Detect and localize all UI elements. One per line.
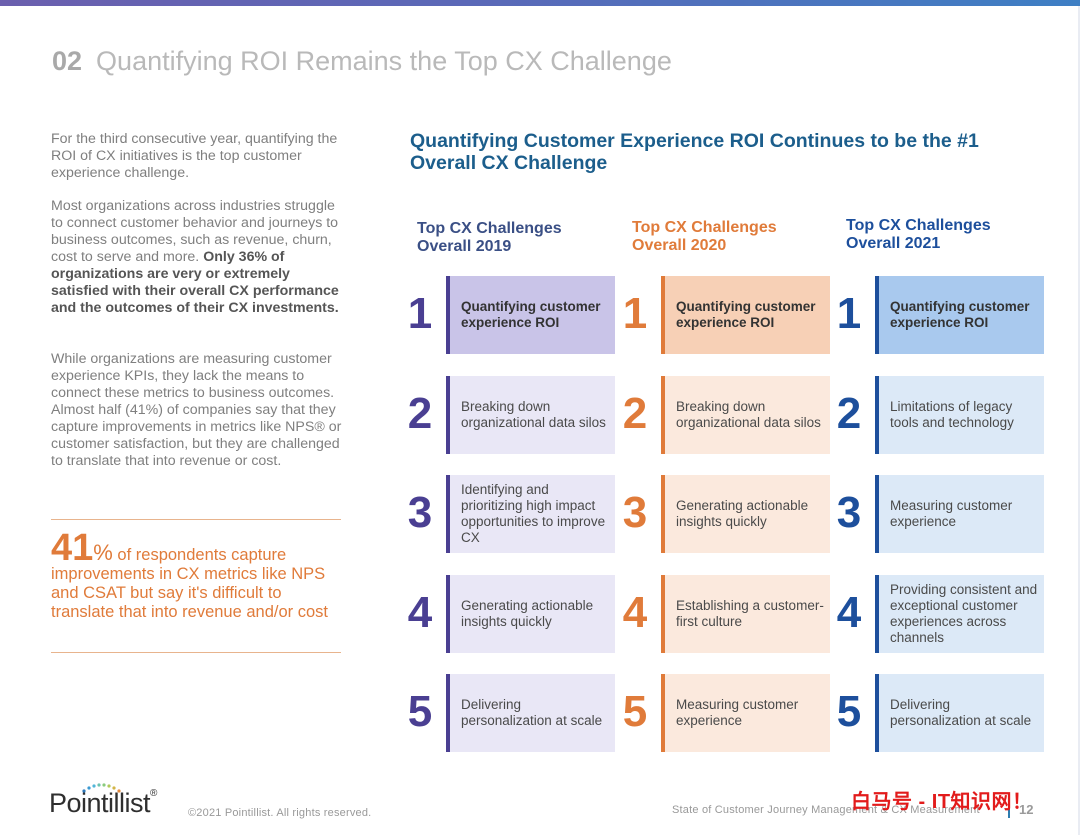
challenge-card: Quantifying customer experience ROI: [446, 276, 615, 354]
challenge-card: Breaking down organizational data silos: [661, 376, 830, 454]
watermark: 白马号 - IT知识网！: [851, 791, 1033, 813]
section-title: Quantifying ROI Remains the Top CX Chall…: [96, 46, 672, 76]
challenge-card: Providing consistent and exceptional cus…: [875, 575, 1044, 653]
column-heading-line-1: Top CX Challenges: [846, 217, 991, 234]
pointillist-logo: Pointillist®: [49, 788, 157, 819]
rank-number: 3: [407, 488, 433, 537]
rank-number: 1: [836, 289, 862, 338]
challenge-text: Measuring customer experience: [890, 498, 1013, 529]
challenge-text: Measuring customer experience: [676, 697, 799, 728]
rank-number: 4: [836, 588, 862, 637]
stat-callout: 41% of respondents capture improvements …: [51, 519, 341, 653]
report-title: State of Customer Journey Management & C…: [672, 804, 980, 816]
intro-paragraph-2-highlight: Only 36% of organizations are very or ex…: [51, 249, 339, 316]
challenge-card: Measuring customer experience: [661, 674, 830, 752]
rank-number: 4: [407, 588, 433, 637]
logo-dots-icon: [82, 783, 121, 793]
challenge-card: Delivering personalization at scale: [446, 674, 615, 752]
logo-wordmark: Pointillist: [49, 788, 151, 818]
challenge-card: Generating actionable insights quickly: [446, 575, 615, 653]
rank-number: 1: [407, 289, 433, 338]
challenge-text: Generating actionable insights quickly: [676, 498, 809, 529]
callout-big-number: 41: [51, 527, 94, 569]
rank-number: 2: [836, 389, 862, 438]
intro-paragraph-1: For the third consecutive year, quantify…: [51, 131, 338, 181]
column-heading-3: Top CX Challenges Overall 2021: [846, 217, 1036, 253]
rank-number: 5: [622, 687, 648, 736]
challenge-text: Delivering personalization at scale: [461, 697, 603, 728]
callout-text: 41% of respondents capture improvements …: [51, 529, 341, 622]
challenge-card: Generating actionable insights quickly: [661, 475, 830, 553]
column-heading-1: Top CX Challenges Overall 2019: [417, 220, 607, 256]
challenge-text: Establishing a customer-first culture: [676, 598, 824, 629]
challenge-text: Quantifying customer experience ROI: [890, 299, 1030, 330]
challenge-card: Establishing a customer-first culture: [661, 575, 830, 653]
challenge-card: Quantifying customer experience ROI: [661, 276, 830, 354]
challenge-text: Quantifying customer experience ROI: [461, 299, 601, 330]
rank-number: 1: [622, 289, 648, 338]
figure-headline: Quantifying Customer Experience ROI Cont…: [410, 130, 979, 174]
challenge-card: Delivering personalization at scale: [875, 674, 1044, 752]
challenge-card: Breaking down organizational data silos: [446, 376, 615, 454]
logo-registered-mark: ®: [150, 788, 157, 799]
challenge-text: Providing consistent and exceptional cus…: [890, 582, 1038, 645]
section-heading: 02 Quantifying ROI Remains the Top CX Cha…: [52, 46, 672, 77]
rank-number: 4: [622, 588, 648, 637]
rank-number: 5: [407, 687, 433, 736]
challenge-text: Identifying and prioritizing high impact…: [461, 482, 606, 545]
copyright: ©2021 Pointillist. All rights reserved.: [188, 807, 372, 819]
challenge-text: Quantifying customer experience ROI: [676, 299, 816, 330]
section-number: 02: [52, 46, 83, 76]
challenge-card: Measuring customer experience: [875, 475, 1044, 553]
page-separator: [1008, 800, 1010, 818]
challenge-text: Breaking down organizational data silos: [676, 399, 821, 430]
callout-description: of respondents capture improvements in C…: [51, 546, 329, 621]
intro-paragraph-2: Most organizations across industries str…: [51, 198, 346, 317]
top-accent-bar: [0, 0, 1080, 6]
rank-number: 3: [836, 488, 862, 537]
challenge-text: Delivering personalization at scale: [890, 697, 1032, 728]
challenge-text: Breaking down organizational data silos: [461, 399, 606, 430]
page-number: 12: [1019, 802, 1034, 817]
challenge-text: Limitations of legacy tools and technolo…: [890, 399, 1014, 430]
column-heading-line-1: Top CX Challenges: [417, 220, 562, 237]
rank-number: 3: [622, 488, 648, 537]
intro-paragraph-2-text: Most organizations across industries str…: [51, 198, 339, 265]
challenge-text: Generating actionable insights quickly: [461, 598, 594, 629]
page-edge-line: [1078, 6, 1080, 835]
intro-paragraph-3: While organizations are measuring custom…: [51, 351, 342, 469]
challenge-card: Identifying and prioritizing high impact…: [446, 475, 615, 553]
challenge-card: Limitations of legacy tools and technolo…: [875, 376, 1044, 454]
challenge-card: Quantifying customer experience ROI: [875, 276, 1044, 354]
rank-number: 2: [622, 389, 648, 438]
column-heading-line-1: Top CX Challenges: [632, 219, 777, 236]
column-heading-2: Top CX Challenges Overall 2020: [632, 219, 822, 255]
rank-number: 2: [407, 389, 433, 438]
column-heading-line-2: Overall 2019: [417, 238, 512, 255]
callout-percent-sign: %: [93, 540, 113, 565]
column-heading-line-2: Overall 2021: [846, 235, 941, 252]
column-heading-line-2: Overall 2020: [632, 237, 727, 254]
rank-number: 5: [836, 687, 862, 736]
